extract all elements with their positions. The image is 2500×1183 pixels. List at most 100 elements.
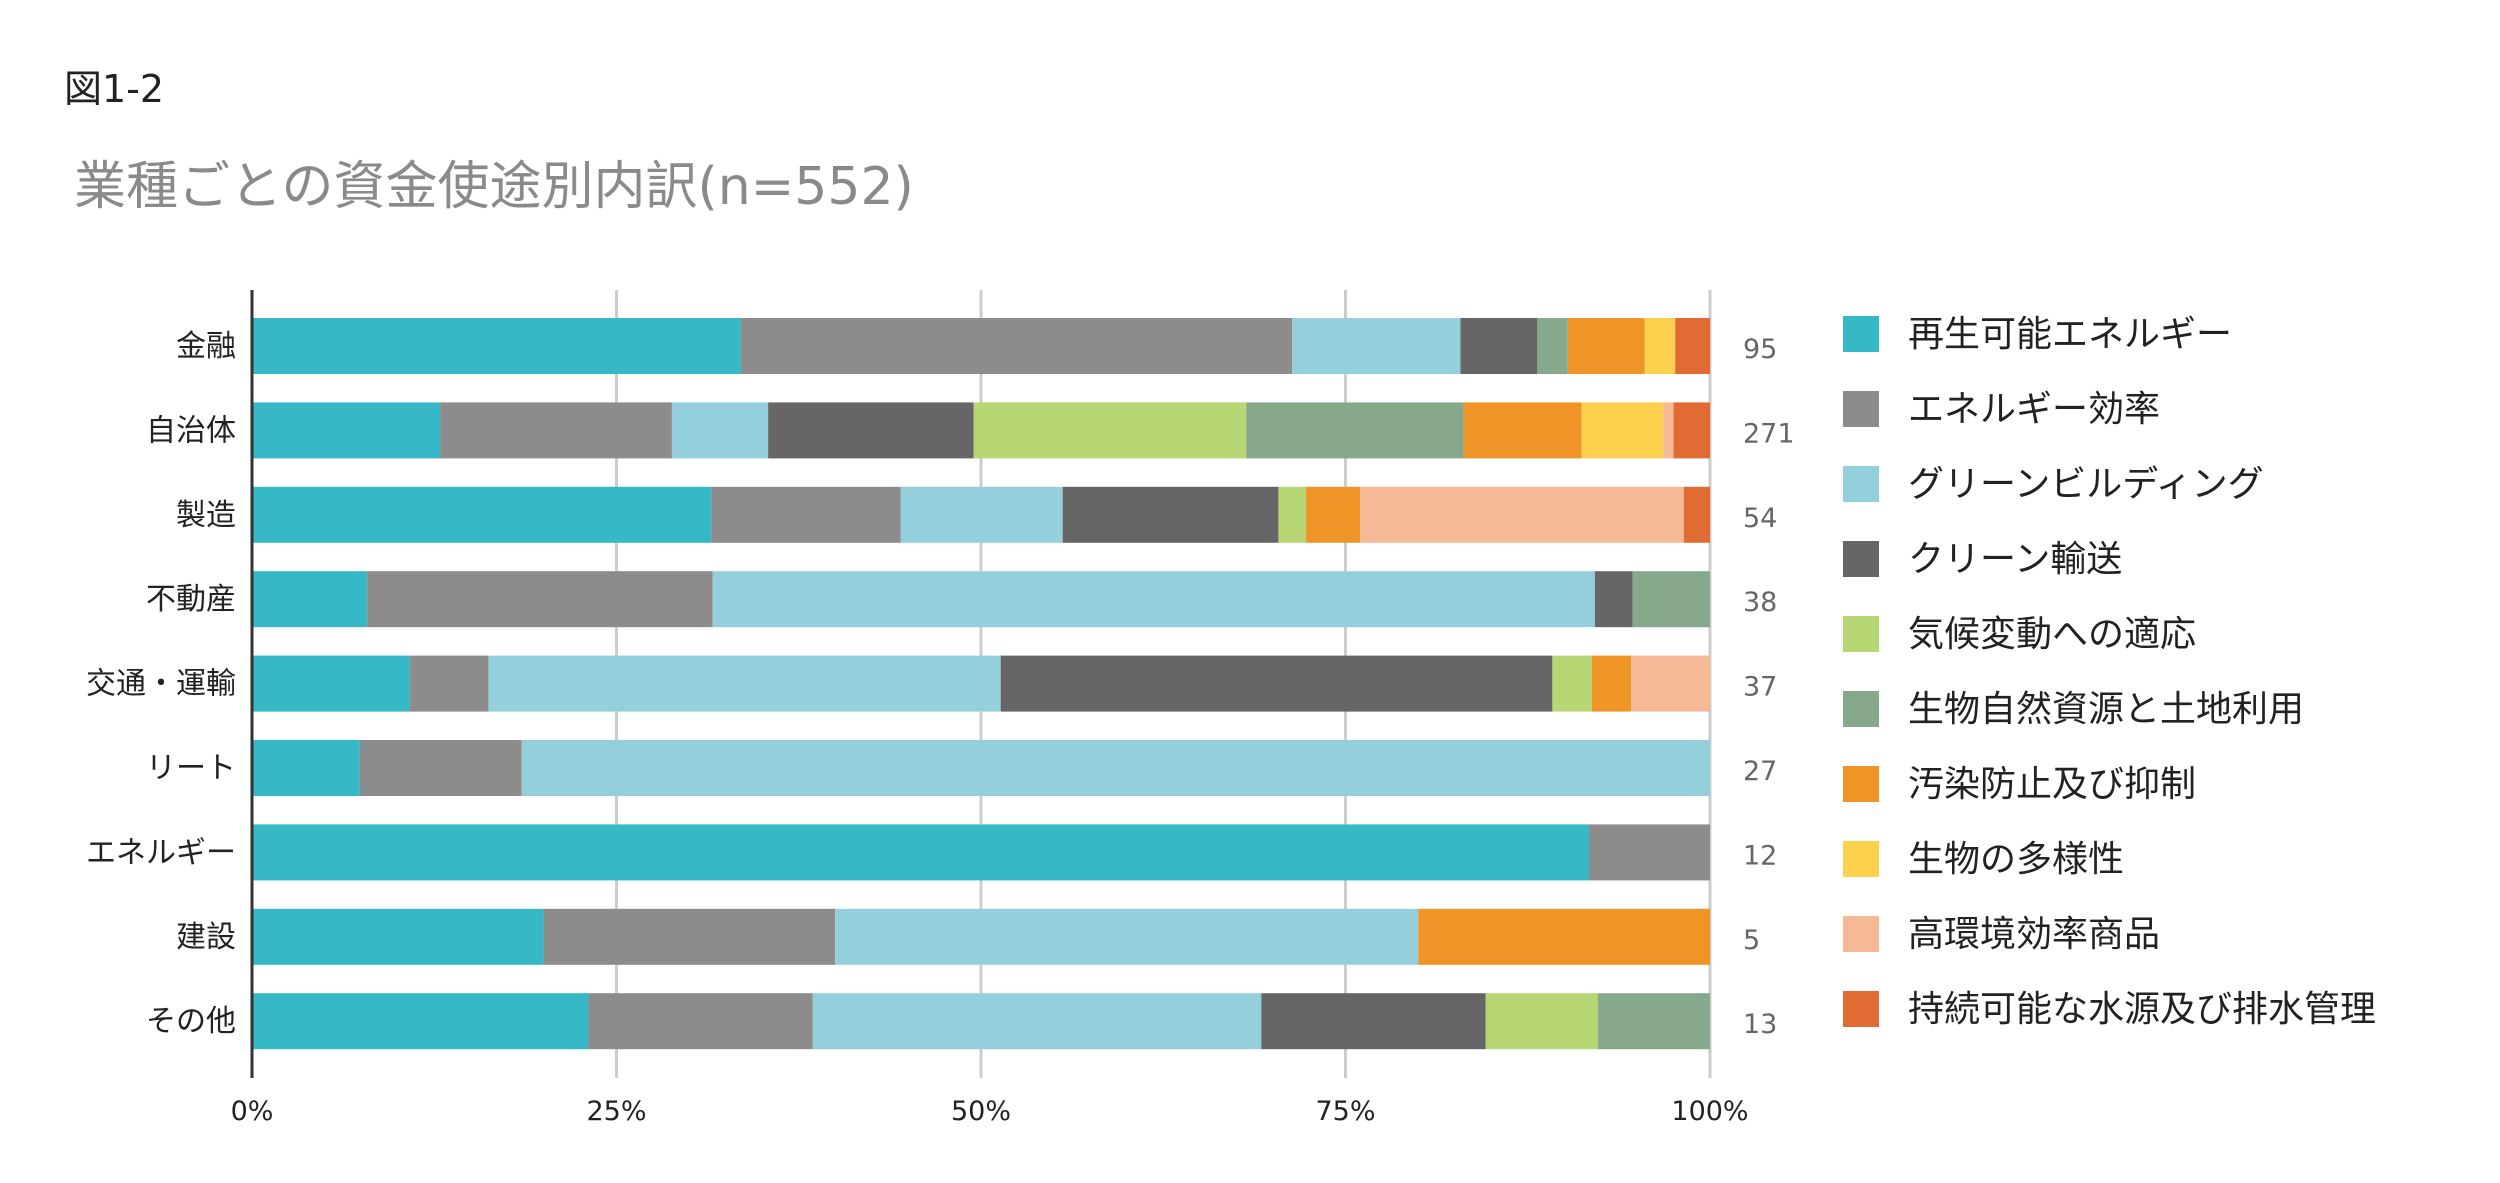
category-label: 不動産 — [146, 582, 236, 617]
category-label: 製造 — [176, 498, 236, 533]
bar-segment — [1632, 571, 1710, 628]
legend-label: エネルギー効率 — [1908, 389, 2160, 430]
bar-segment — [359, 740, 522, 796]
count-label: 13 — [1743, 1009, 1777, 1040]
x-tick-label: 75% — [1315, 1096, 1375, 1127]
bar-segment — [521, 740, 1710, 796]
legend-swatch — [1843, 916, 1879, 952]
legend-swatch — [1843, 616, 1879, 652]
bar-segment — [1463, 402, 1582, 459]
count-label: 5 — [1743, 925, 1760, 956]
x-tick-label: 0% — [231, 1096, 274, 1127]
legend-label: 持続可能な水源及び排水管理 — [1908, 989, 2376, 1030]
x-tick-label: 25% — [586, 1096, 646, 1127]
legend-swatch — [1843, 691, 1879, 727]
bar-segment — [252, 908, 544, 965]
bar-segment — [543, 908, 836, 965]
bar-segment — [671, 402, 769, 459]
bar-segment — [1663, 402, 1674, 459]
count-label: 12 — [1743, 840, 1777, 871]
bar-segment — [1683, 486, 1710, 543]
legend-swatch — [1843, 316, 1879, 352]
bar-segment — [1418, 908, 1710, 965]
bar-segment — [588, 993, 813, 1050]
legend-swatch — [1843, 391, 1879, 427]
legend-swatch — [1843, 541, 1879, 577]
bar-segment — [1552, 655, 1592, 712]
bar-segment — [1673, 402, 1710, 459]
legend-label: 汚染防止及び抑制 — [1908, 764, 2196, 805]
bar-segment — [367, 571, 713, 628]
bar-segment — [252, 318, 741, 374]
legend: 再生可能エネルギーエネルギー効率グリーンビルディングクリーン輸送気候変動への適応… — [1843, 314, 2376, 1030]
chart-title: 業種ごとの資金使途別内訳(n=552) — [74, 157, 914, 217]
bar-segment — [711, 486, 901, 543]
bar-segment — [1537, 318, 1568, 374]
count-label: 271 — [1743, 418, 1795, 449]
bar-segment — [1278, 486, 1307, 543]
labels: 0% 25% 50% 75% 100% 金融 95 自治体 271 製造 54 不動産 38 交通・運輸 3… — [86, 329, 1795, 1127]
legend-label: クリーン輸送 — [1908, 539, 2122, 580]
bar-segment — [252, 993, 589, 1050]
bar-segment — [252, 740, 360, 796]
legend-label: 気候変動への適応 — [1908, 614, 2196, 655]
category-label: その他 — [146, 1004, 236, 1039]
bar-segment — [712, 571, 1595, 628]
bar-segment — [1460, 318, 1538, 374]
bar-segment — [812, 993, 1262, 1050]
bar-segment — [1261, 993, 1486, 1050]
legend-label: 生物の多様性 — [1908, 839, 2124, 880]
bar-segment — [1597, 993, 1710, 1050]
bar-segment — [252, 824, 1589, 881]
bar-segment — [768, 402, 974, 459]
bar-segment — [1591, 655, 1632, 712]
bar-segment — [900, 486, 1063, 543]
x-tick-label: 50% — [951, 1096, 1011, 1127]
legend-label: 再生可能エネルギー — [1908, 314, 2232, 355]
bar-segment — [252, 655, 410, 712]
x-tick-label: 100% — [1671, 1096, 1748, 1127]
category-label: 自治体 — [146, 413, 236, 448]
bar-segment — [1062, 486, 1279, 543]
legend-swatch — [1843, 766, 1879, 802]
legend-label: グリーンビルディング — [1908, 464, 2264, 505]
category-label: リート — [146, 751, 236, 786]
bar-segment — [1588, 824, 1710, 881]
category-label: エネルギー — [86, 835, 236, 870]
bar-segment — [1485, 993, 1598, 1050]
bar-segment — [1000, 655, 1553, 712]
bar-segment — [740, 318, 1293, 374]
count-label: 54 — [1743, 503, 1777, 534]
category-label: 金融 — [176, 329, 236, 364]
count-label: 38 — [1743, 587, 1777, 618]
bar-segment — [835, 908, 1419, 965]
legend-label: 高環境効率商品 — [1908, 914, 2160, 955]
bar-segment — [1594, 571, 1633, 628]
bar-segment — [973, 402, 1247, 459]
bar-segment — [1360, 486, 1684, 543]
count-label: 27 — [1743, 756, 1777, 787]
legend-swatch — [1843, 841, 1879, 877]
bars — [252, 318, 1710, 1050]
legend-swatch — [1843, 991, 1879, 1027]
count-label: 95 — [1743, 334, 1777, 365]
bar-segment — [1644, 318, 1676, 374]
category-label: 交通・運輸 — [86, 667, 236, 702]
bar-segment — [1581, 402, 1664, 459]
bar-segment — [252, 571, 368, 628]
bar-segment — [1567, 318, 1645, 374]
bar-segment — [488, 655, 1001, 712]
bar-segment — [252, 402, 441, 459]
bar-segment — [252, 486, 712, 543]
category-label: 建設 — [176, 920, 236, 955]
bar-segment — [1675, 318, 1710, 374]
figure-label: 図1-2 — [64, 67, 165, 111]
bar-segment — [1246, 402, 1464, 459]
bar-segment — [409, 655, 489, 712]
bar-segment — [1306, 486, 1361, 543]
legend-swatch — [1843, 466, 1879, 502]
bar-segment — [440, 402, 672, 459]
legend-label: 生物自然資源と土地利用 — [1908, 689, 2304, 730]
bar-segment — [1292, 318, 1461, 374]
